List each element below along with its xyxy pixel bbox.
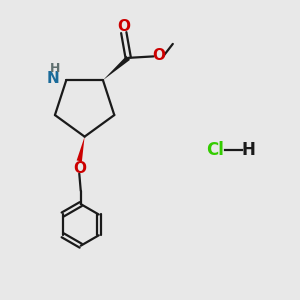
Text: Cl: Cl [206,141,224,159]
Polygon shape [103,56,130,80]
Polygon shape [76,136,85,162]
Text: N: N [47,71,60,86]
Text: O: O [73,161,86,176]
Text: O: O [152,48,165,63]
Text: H: H [241,141,255,159]
Text: H: H [50,62,60,75]
Text: O: O [117,19,130,34]
